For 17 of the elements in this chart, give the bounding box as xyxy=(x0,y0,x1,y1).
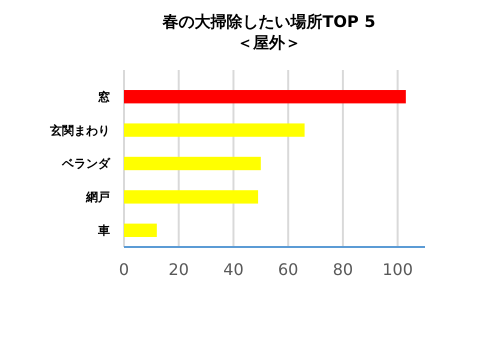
y-tick-label: ベランダ xyxy=(61,156,111,171)
x-tick-label: 20 xyxy=(168,260,189,279)
bar xyxy=(124,156,261,170)
bar xyxy=(124,224,157,237)
x-tick-label: 60 xyxy=(278,260,298,279)
y-tick-label: 玄関まわり xyxy=(49,123,110,138)
bar xyxy=(124,190,258,204)
x-tick-label: 0 xyxy=(118,260,130,279)
chart-title: 春の大掃除したい場所TOP 5 ＜屋外＞ xyxy=(162,12,376,52)
y-tick-label: 網戸 xyxy=(85,190,110,204)
y-tick-label: 車 xyxy=(97,224,110,238)
bar xyxy=(124,90,406,104)
bar xyxy=(124,123,305,137)
x-tick-label: 100 xyxy=(382,260,413,279)
x-tick-label: 40 xyxy=(223,260,244,279)
y-tick-label: 窓 xyxy=(98,90,110,104)
x-tick-label: 80 xyxy=(332,260,354,279)
